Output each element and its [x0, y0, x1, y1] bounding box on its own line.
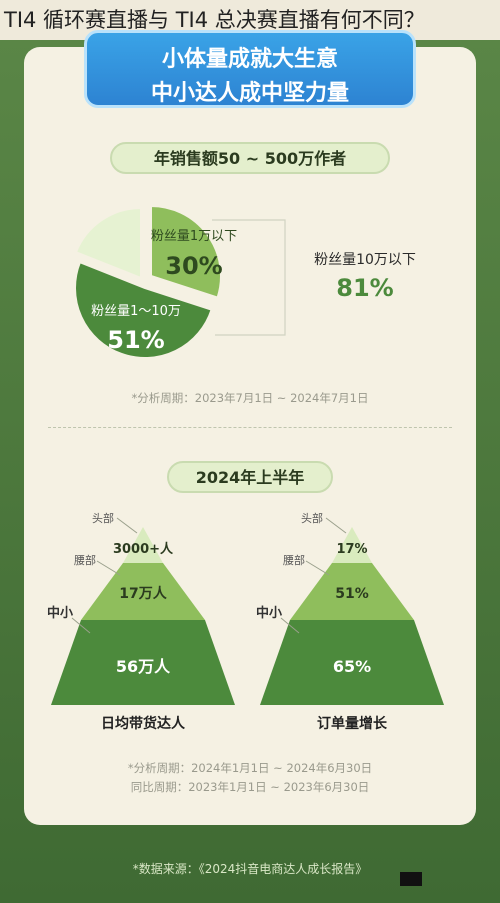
pie-slice-2 — [74, 260, 213, 359]
section1-pill: 年销售额50 ~ 500万作者 — [110, 142, 390, 174]
side-value: 81% — [336, 274, 393, 302]
pyramid-left: 3000+人 17万人 56万人 头部 腰部 中小 日均带货达人 — [47, 511, 235, 732]
pyramid-left-mid-name: 腰部 — [74, 553, 96, 567]
pyramid-right-title: 订单量增长 — [317, 715, 388, 732]
bracket-line — [212, 219, 286, 336]
pie-chart: 粉丝量10万以下 81% 粉丝量1万以下 30% 粉丝量1～10万 51% — [74, 204, 416, 359]
pie-slice-label-1: 粉丝量1万以下 — [151, 229, 237, 244]
pyramid-right-mid — [290, 563, 414, 620]
pie-slice-label-2: 粉丝量1～10万 — [91, 304, 181, 319]
pyramid-right: 17% 51% 65% 头部 腰部 中小 订单量增长 — [256, 511, 444, 732]
pie-slice-value-2: 51% — [107, 326, 164, 354]
pyramid-left-top-value: 3000+人 — [113, 541, 174, 557]
pie-slice-value-1: 30% — [165, 252, 222, 280]
pie-slice-1 — [150, 204, 222, 299]
section2-note2: 同比周期：2023年1月1日 ~ 2023年6月30日 — [130, 780, 370, 794]
section1-note: *分析周期：2023年7月1日 ~ 2024年7月1日 — [131, 391, 369, 405]
pyramid-right-bottom-value: 65% — [333, 657, 371, 676]
section2-pill: 2024年上半年 — [167, 461, 333, 493]
pyramid-right-mid-value: 51% — [335, 586, 369, 602]
pyramid-left-bottom-name: 中小 — [47, 605, 73, 621]
pyramid-left-mid-value: 17万人 — [119, 585, 167, 602]
pyramid-right-bottom — [260, 620, 444, 705]
pyramid-right-mid-name: 腰部 — [283, 553, 305, 567]
pyramid-right-top — [332, 527, 372, 563]
section2-note1: *分析周期：2024年1月1日 ~ 2024年6月30日 — [127, 761, 373, 775]
banner-line2: 中小达人成中坚力量 — [150, 81, 349, 106]
banner-line1: 小体量成就大生意 — [161, 47, 338, 72]
data-source: *数据来源：《2024抖音电商达人成长报告》 — [132, 862, 368, 876]
pyramid-right-top-value: 17% — [336, 542, 367, 557]
pie-slice-3 — [74, 206, 142, 280]
pyramid-left-bottom-value: 56万人 — [116, 657, 171, 676]
pyramid-right-top-name: 头部 — [301, 511, 323, 525]
banner: 小体量成就大生意 中小达人成中坚力量 — [84, 30, 416, 108]
dashed-divider — [48, 427, 452, 428]
pyramid-left-top — [123, 527, 163, 563]
side-label: 粉丝量10万以下 — [314, 252, 416, 268]
pyramid-left-top-name: 头部 — [92, 511, 114, 525]
pyramid-charts: 3000+人 17万人 56万人 头部 腰部 中小 日均带货达人 17% 51%… — [47, 511, 444, 732]
watermark-logo — [400, 872, 422, 886]
pyramid-right-bottom-name: 中小 — [256, 605, 282, 621]
pyramid-left-bottom — [51, 620, 235, 705]
pyramid-left-title: 日均带货达人 — [101, 715, 186, 732]
pyramid-left-mid — [81, 563, 205, 620]
